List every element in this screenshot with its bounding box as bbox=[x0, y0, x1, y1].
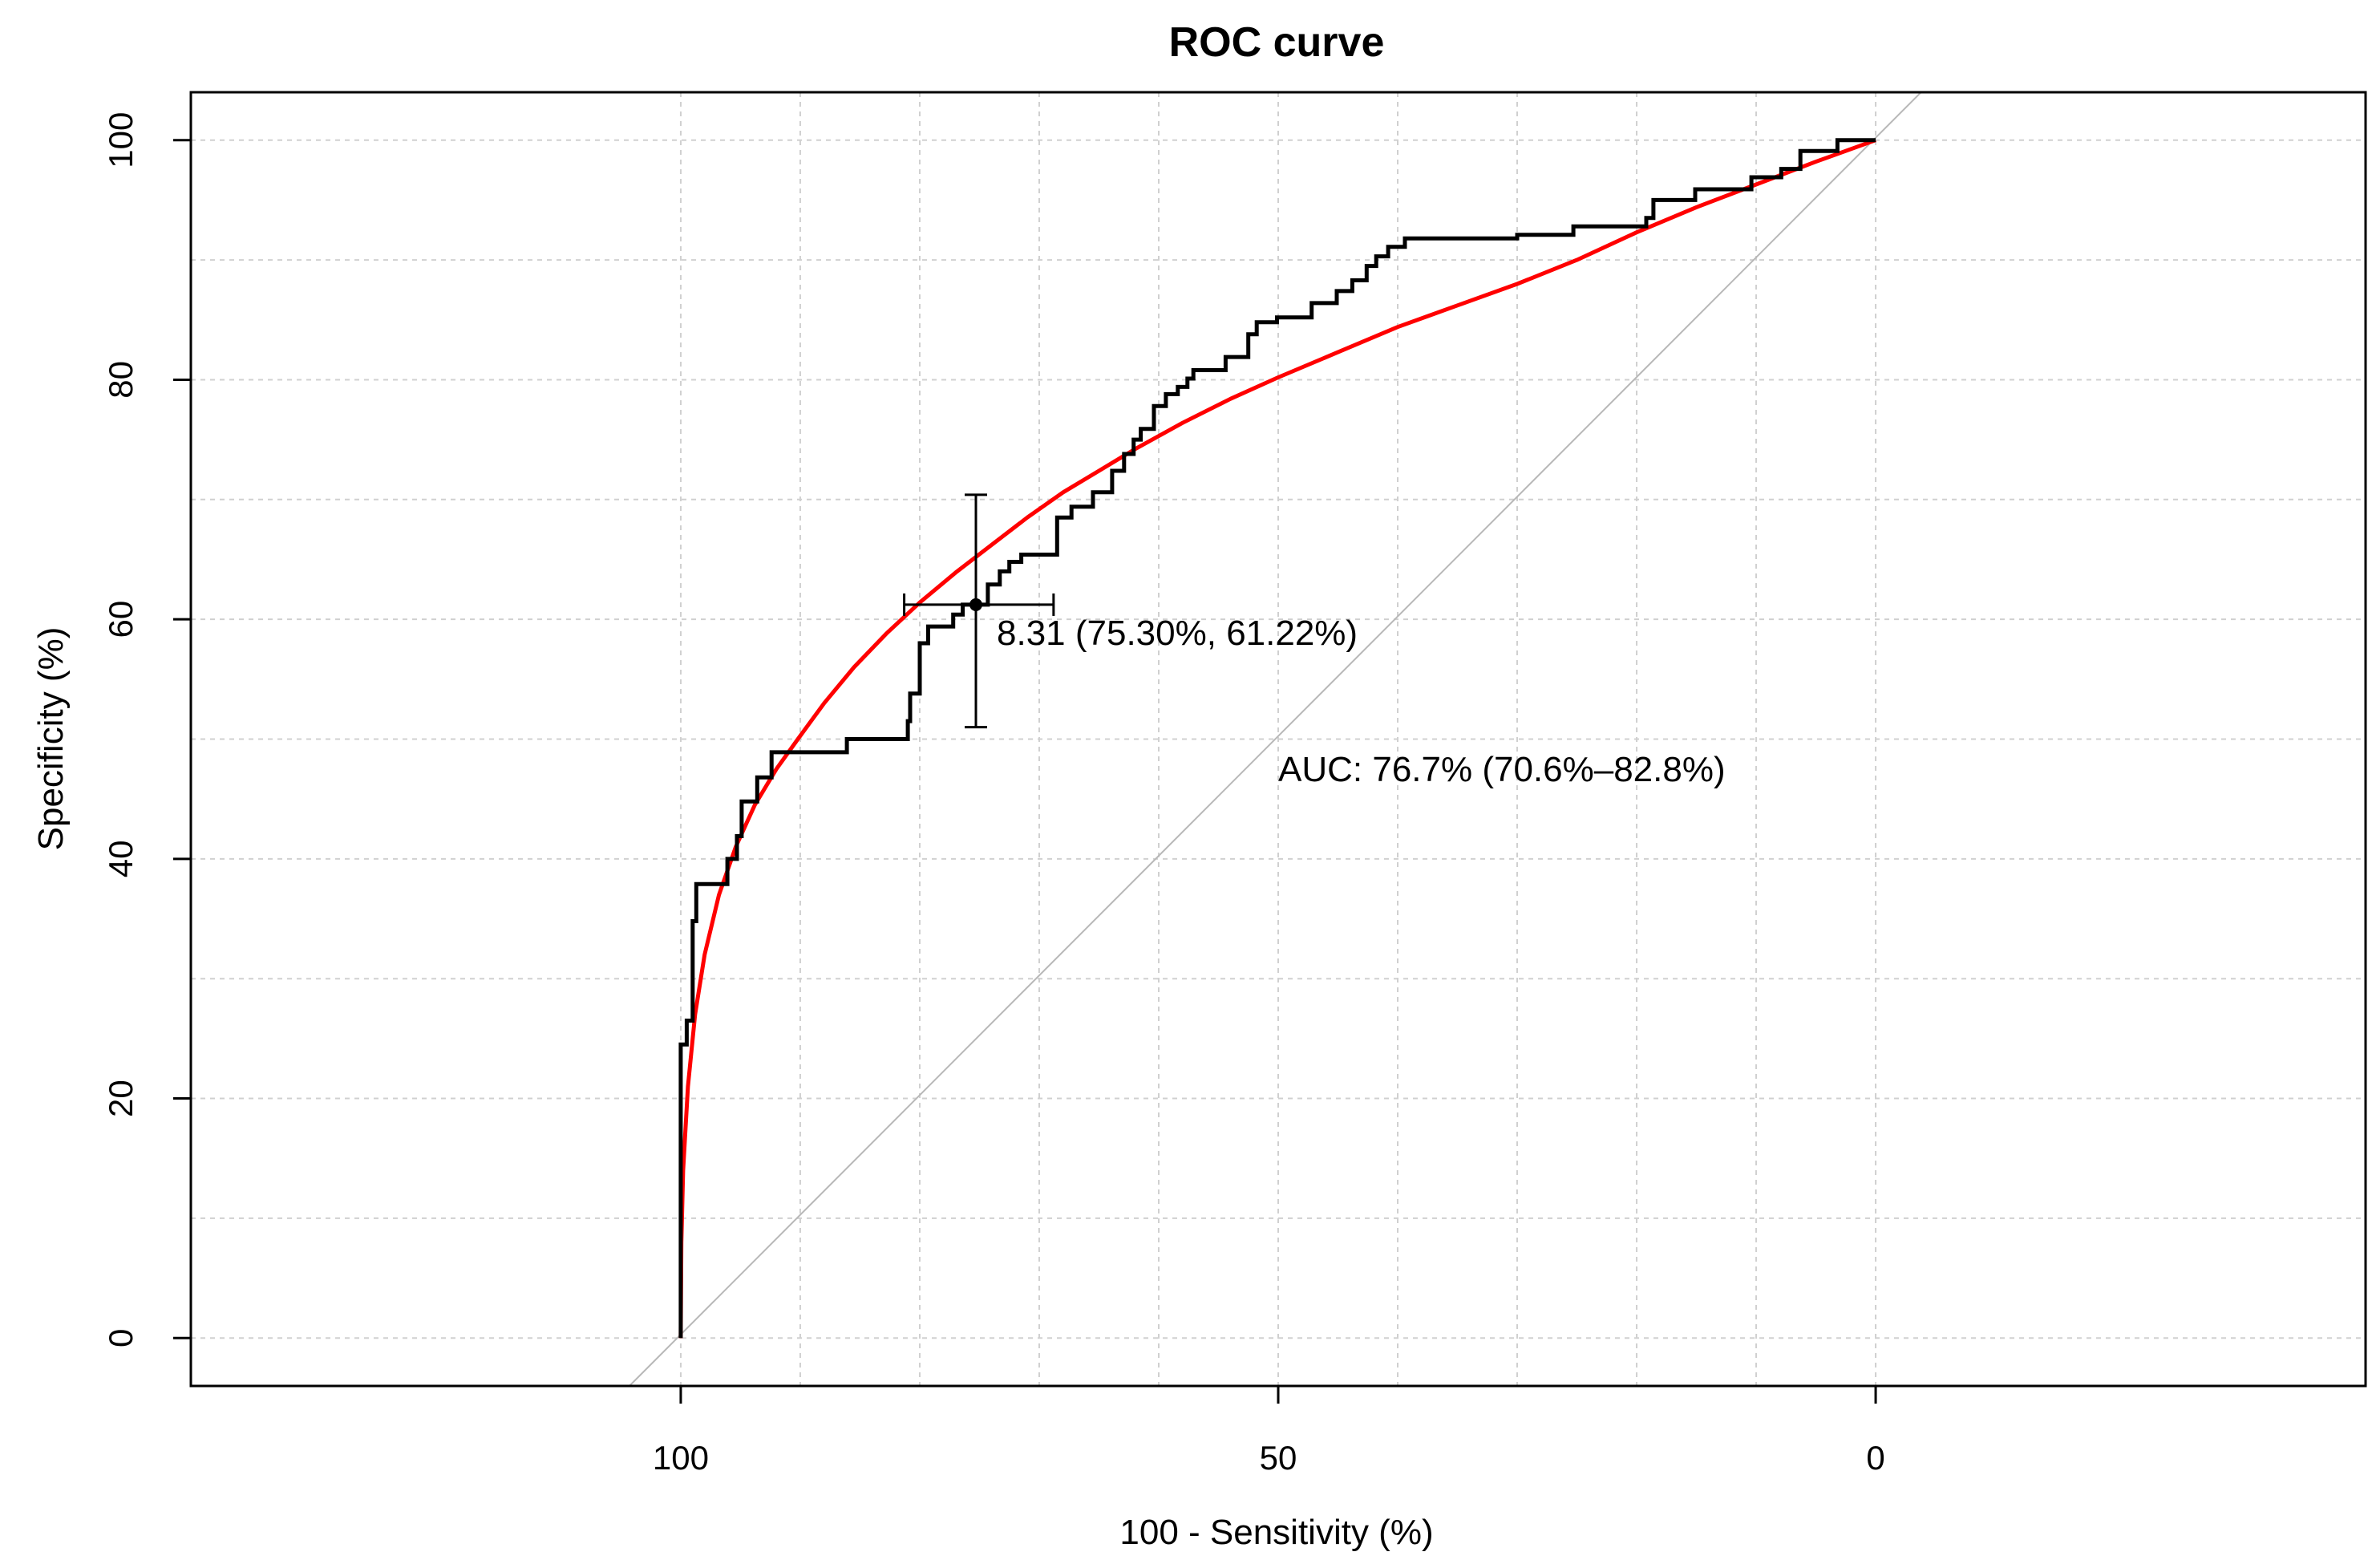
chance-diagonal-line bbox=[629, 91, 1922, 1387]
x-tick-label: 50 bbox=[1260, 1439, 1297, 1477]
y-tick-label: 60 bbox=[102, 601, 140, 638]
smoothed-roc-curve bbox=[678, 138, 1876, 1339]
chart-title: ROC curve bbox=[1169, 19, 1385, 66]
auc-label: AUC: 76.7% (70.6%–82.8%) bbox=[1278, 750, 1726, 789]
grid-lines bbox=[191, 92, 2366, 1386]
threshold-confidence-interval bbox=[903, 493, 1055, 729]
x-axis: 100 50 0 bbox=[653, 1384, 1885, 1477]
y-tick-label: 80 bbox=[102, 361, 140, 399]
y-tick-label: 0 bbox=[102, 1329, 140, 1347]
y-tick-label: 40 bbox=[102, 841, 140, 878]
x-axis-label: 100 - Sensitivity (%) bbox=[1119, 1513, 1433, 1552]
x-tick-label: 0 bbox=[1866, 1439, 1884, 1477]
threshold-label: 8.31 (75.30%, 61.22%) bbox=[997, 614, 1358, 653]
y-tick-label: 100 bbox=[102, 112, 140, 168]
threshold-point bbox=[969, 598, 983, 611]
y-tick-label: 20 bbox=[102, 1080, 140, 1117]
empirical-roc-curve bbox=[678, 138, 1876, 1339]
x-tick-label: 100 bbox=[653, 1439, 709, 1477]
y-axis: 0 20 40 60 80 100 bbox=[102, 112, 192, 1347]
y-axis-label: Specificity (%) bbox=[31, 627, 71, 851]
